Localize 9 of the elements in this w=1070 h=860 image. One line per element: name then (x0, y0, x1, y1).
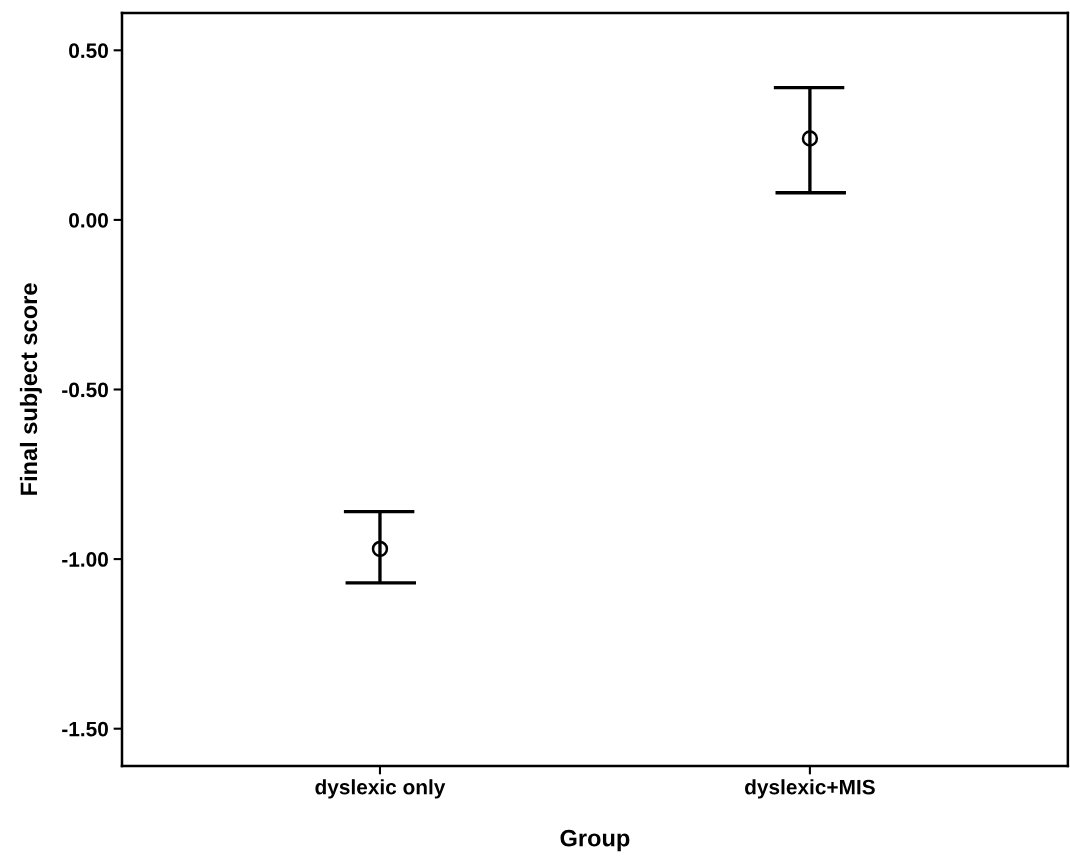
y-tick-label: 0.50 (69, 43, 108, 59)
y-axis-title: Final subject score (19, 283, 42, 495)
y-tick-label: -1.50 (62, 721, 108, 737)
x-tick-label: dyslexic only (315, 779, 446, 799)
y-tick-label: -1.00 (62, 552, 108, 567)
x-axis-title: Group (560, 829, 630, 852)
y-tick-label: -0.50 (62, 382, 108, 398)
y-tick-label: 0.00 (69, 212, 108, 228)
x-tick-label: dyslexic+MIS (745, 779, 875, 799)
